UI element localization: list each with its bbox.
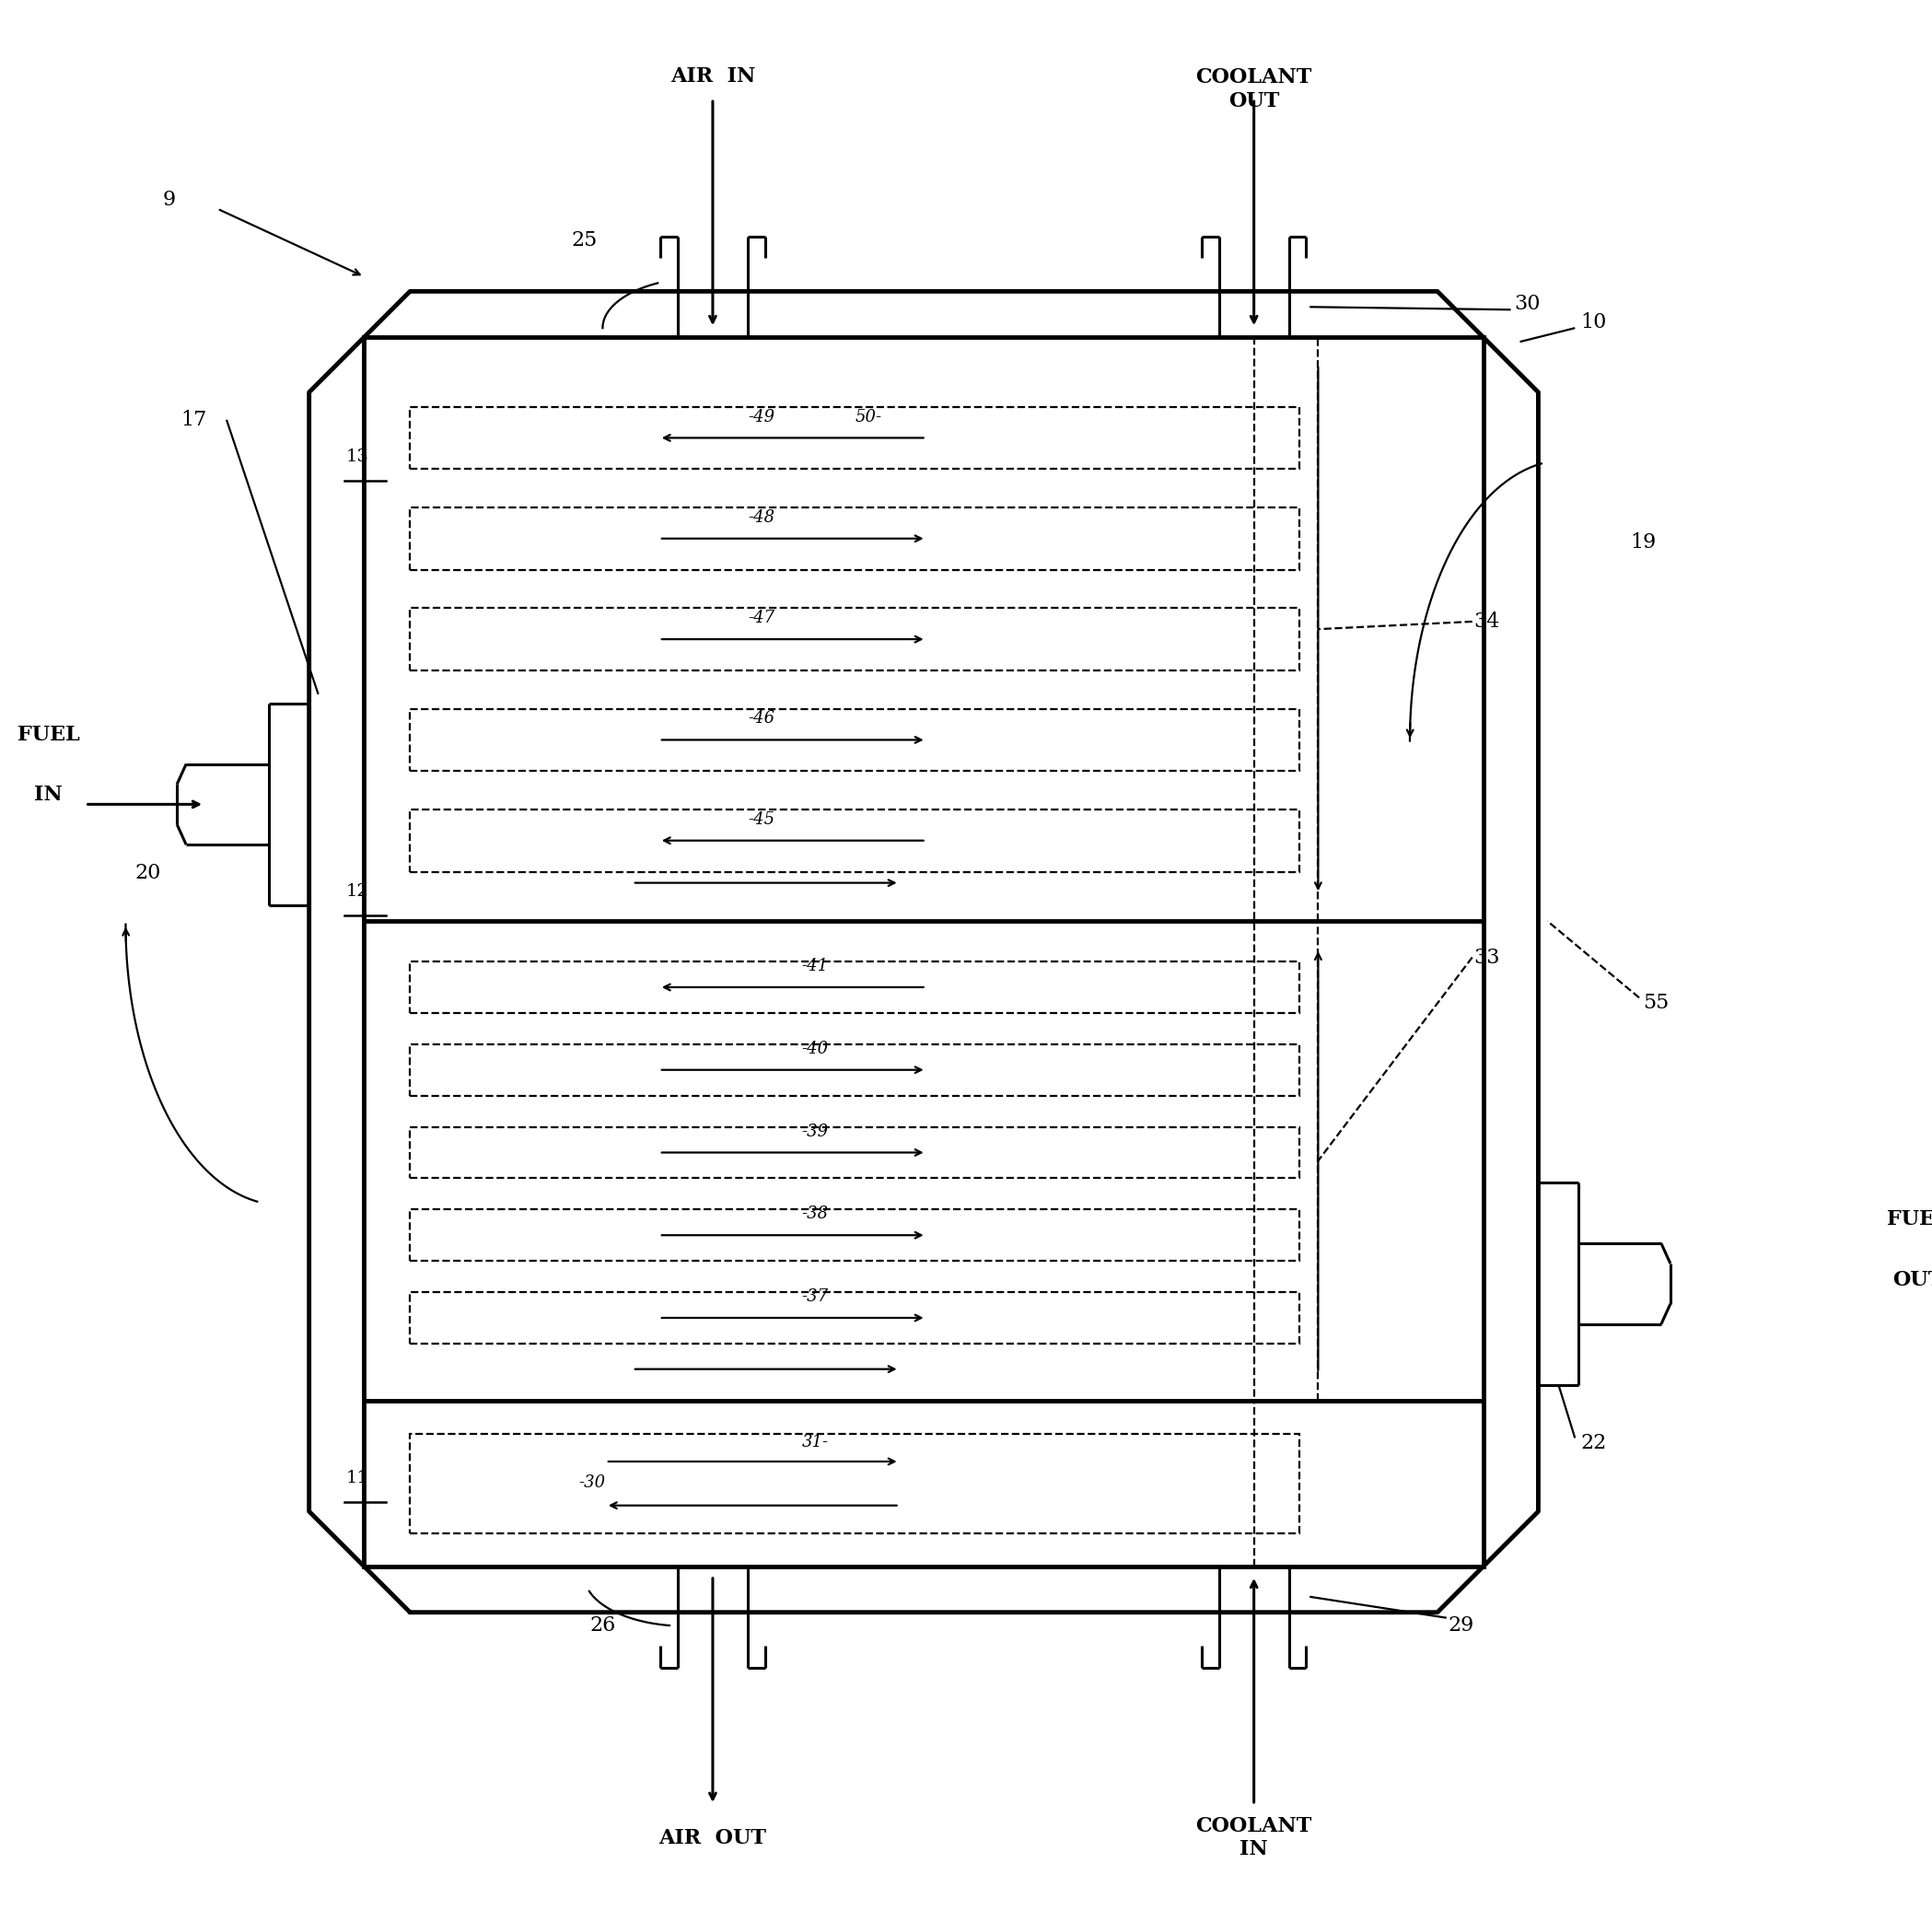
Text: 50-: 50- — [854, 409, 881, 425]
Bar — [410, 709, 1300, 771]
Text: 9: 9 — [162, 190, 176, 209]
Text: FUEL: FUEL — [1888, 1209, 1932, 1230]
Text: 30: 30 — [1515, 294, 1540, 315]
Bar — [410, 1044, 1300, 1096]
Bar — [410, 961, 1300, 1013]
Text: 25: 25 — [572, 231, 597, 250]
Text: COOLANT
OUT: COOLANT OUT — [1196, 67, 1312, 111]
Text: 10: 10 — [1580, 313, 1607, 333]
Text: -47: -47 — [748, 609, 775, 627]
Text: -40: -40 — [802, 1040, 829, 1057]
Text: 33: 33 — [1474, 948, 1501, 967]
Text: 11: 11 — [346, 1470, 369, 1488]
Bar — [410, 607, 1300, 671]
Text: 17: 17 — [182, 409, 207, 431]
Bar — [410, 407, 1300, 469]
Text: 29: 29 — [1449, 1614, 1474, 1636]
Text: 20: 20 — [135, 863, 160, 882]
Text: 19: 19 — [1631, 532, 1656, 554]
Text: OUT: OUT — [1893, 1270, 1932, 1290]
Text: -48: -48 — [748, 509, 775, 527]
Bar — [410, 1126, 1300, 1178]
Text: -38: -38 — [802, 1205, 829, 1222]
Text: -39: -39 — [802, 1122, 829, 1140]
Text: 22: 22 — [1580, 1434, 1607, 1453]
Text: -41: -41 — [802, 957, 829, 974]
Text: -49: -49 — [748, 409, 775, 425]
Text: 12: 12 — [346, 882, 369, 899]
Text: FUEL: FUEL — [17, 725, 79, 744]
Text: 31-: 31- — [802, 1434, 829, 1451]
Bar — [410, 809, 1300, 873]
Text: IN: IN — [35, 784, 62, 805]
Text: -45: -45 — [748, 811, 775, 828]
Text: 34: 34 — [1474, 611, 1501, 632]
Text: -30: -30 — [580, 1474, 607, 1491]
Text: COOLANT
IN: COOLANT IN — [1196, 1816, 1312, 1860]
Text: 55: 55 — [1642, 994, 1669, 1013]
Bar — [410, 1434, 1300, 1534]
Bar — [363, 336, 1484, 1566]
Text: -37: -37 — [802, 1288, 829, 1305]
Text: 13: 13 — [346, 448, 369, 465]
Text: 26: 26 — [589, 1614, 616, 1636]
Text: AIR  IN: AIR IN — [670, 67, 755, 86]
Bar — [410, 1209, 1300, 1261]
Bar — [410, 507, 1300, 569]
Text: AIR  OUT: AIR OUT — [659, 1828, 767, 1849]
Bar — [410, 1292, 1300, 1343]
Text: -46: -46 — [748, 711, 775, 727]
